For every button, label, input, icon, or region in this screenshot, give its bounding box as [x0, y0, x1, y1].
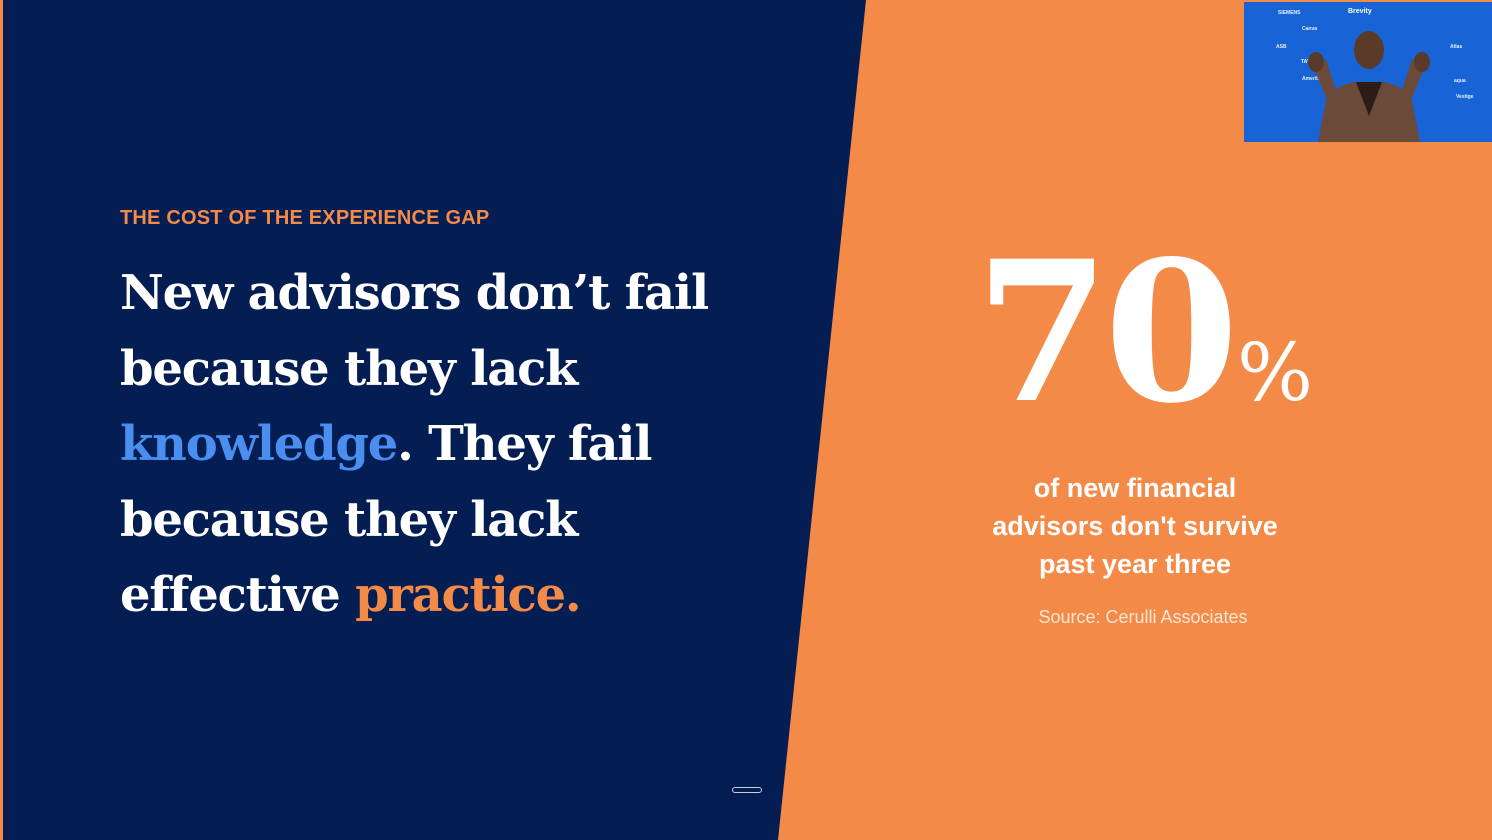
- stat-source: Source: Cerulli Associates: [1038, 607, 1248, 627]
- sponsor-logo: Ameritas: [1302, 76, 1324, 82]
- headline-highlight-knowledge: knowledge: [120, 416, 398, 472]
- stat-number: 70: [975, 218, 1239, 446]
- sponsor-logo: aqua: [1454, 78, 1466, 84]
- presenter-video-tile[interactable]: Brevity SIEMENS Canva ASB TAYLOR Amerita…: [1244, 2, 1492, 142]
- stat-unit: %: [1236, 326, 1313, 419]
- headline-highlight-practice: practice.: [355, 567, 581, 623]
- stat-caption: of new financial advisors don't survive …: [965, 469, 1305, 583]
- sponsor-logo: Vestige: [1456, 94, 1474, 100]
- eyebrow-text: THE COST OF THE EXPERIENCE GAP: [120, 207, 490, 229]
- stat-caption-line: past year three: [1038, 549, 1232, 579]
- presenter-figure: [1308, 31, 1430, 142]
- headline-part2: . They fail because they lack effective: [120, 416, 653, 623]
- slide-progress-indicator[interactable]: [732, 787, 762, 793]
- sponsor-logo: Canva: [1302, 26, 1318, 32]
- stat-figure: 70 %: [975, 235, 1313, 429]
- left-edge-stripe: [0, 0, 3, 840]
- slide-headline: New advisors don’t fail because they lac…: [120, 256, 780, 634]
- brand-logo: Brevity: [1348, 8, 1372, 15]
- section-eyebrow: THE COST OF THE EXPERIENCE GAP: [120, 207, 489, 230]
- sponsor-logo: ASB: [1276, 44, 1287, 50]
- stat-caption-line: advisors don't survive: [992, 511, 1278, 541]
- navy-panel: [0, 0, 866, 840]
- sponsor-logo: SIEMENS: [1278, 10, 1301, 16]
- stat-caption-line: of new financial: [1033, 473, 1237, 503]
- sponsor-logo: Atlas: [1450, 44, 1463, 50]
- headline-part1: New advisors don’t fail because they lac…: [120, 265, 709, 397]
